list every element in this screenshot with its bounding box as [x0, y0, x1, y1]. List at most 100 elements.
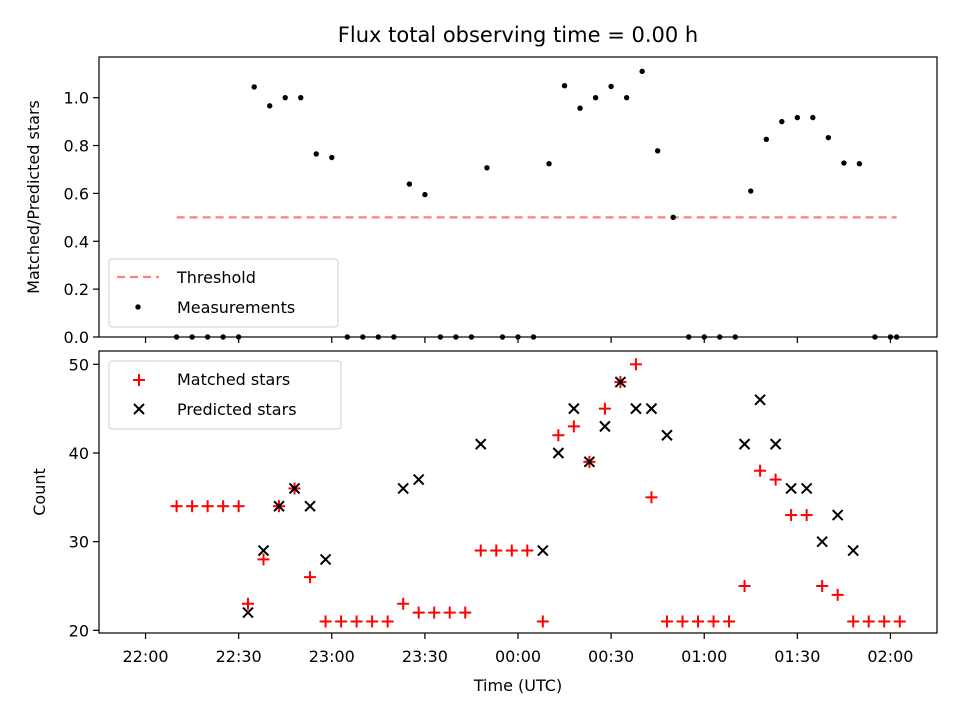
matched-star-point — [366, 615, 379, 628]
predicted-star-point — [257, 544, 270, 557]
measurement-point — [282, 94, 288, 101]
ratio-y-tick-label: 1.0 — [64, 89, 89, 108]
measurement-point — [763, 136, 769, 143]
ratio-legend: Threshold Measurements — [108, 258, 339, 328]
measurement-point — [639, 68, 645, 75]
matched-star-point — [412, 606, 425, 619]
predicted-star-point — [661, 429, 673, 441]
matched-star-point — [831, 588, 844, 601]
x-tick-label: 01:30 — [774, 647, 820, 666]
predicted-star-point — [552, 447, 565, 459]
matched-star-point — [201, 500, 214, 513]
measurement-point — [329, 154, 335, 161]
predicted-star-point — [614, 376, 627, 388]
count-legend-box — [108, 360, 342, 430]
x-axis-label: Time (UTC) — [473, 676, 562, 695]
measurement-point — [313, 151, 319, 157]
matched-star-point — [878, 615, 891, 628]
x-tick-label: 00:30 — [588, 647, 634, 666]
count-y-tick-label: 50 — [69, 355, 89, 374]
measurement-point — [267, 103, 273, 109]
predicted-star-point — [738, 438, 751, 450]
x-tick-label: 22:30 — [216, 647, 262, 666]
measurement-point — [592, 94, 599, 101]
matched-star-point — [738, 580, 751, 592]
measurement-point — [623, 94, 630, 101]
predicted-star-point — [816, 535, 828, 548]
matched-star-point — [816, 580, 829, 592]
predicted-star-point — [583, 456, 596, 468]
matched-star-point — [893, 615, 906, 628]
matched-star-point — [707, 615, 720, 628]
predicted-star-point — [319, 553, 332, 566]
legend-threshold-label: Threshold — [176, 268, 256, 287]
matched-star-point — [428, 606, 441, 619]
predicted-star-point — [397, 482, 409, 495]
matched-star-point — [304, 571, 317, 584]
count-legend: Matched stars Predicted stars — [108, 360, 342, 430]
predicted-star-point — [242, 606, 254, 619]
legend-measurements-label: Measurements — [177, 298, 295, 317]
ratio-legend-box — [108, 258, 339, 328]
count-plot-frame — [98, 350, 938, 634]
predicted-star-point — [412, 473, 425, 486]
measurement-point — [841, 160, 847, 166]
predicted-star-point — [568, 402, 580, 415]
matched-star-point — [785, 509, 798, 522]
matched-star-point — [552, 429, 565, 442]
measurement-point — [794, 114, 801, 121]
matched-star-point — [723, 615, 736, 628]
measurement-point — [608, 83, 614, 90]
predicted-star-point — [630, 402, 642, 415]
predicted-star-point — [537, 544, 549, 557]
predicted-star-point — [785, 482, 797, 495]
measurement-point — [422, 191, 428, 198]
count-y-tick-label: 20 — [69, 621, 89, 640]
measurement-point — [670, 214, 676, 221]
matched-star-point — [754, 464, 767, 477]
measurement-point — [810, 114, 816, 121]
matched-star-point — [536, 615, 549, 628]
measurement-point — [298, 94, 304, 101]
predicted-star-point — [273, 500, 285, 512]
measurement-point — [546, 161, 552, 167]
matched-star-point — [692, 615, 705, 628]
predicted-star-point — [754, 394, 766, 406]
predicted-star-point — [800, 482, 813, 495]
ratio-y-tick-label: 0.8 — [64, 137, 89, 156]
ratio-y-axis-label: Matched/Predicted stars — [24, 100, 43, 294]
predicted-star-point — [304, 500, 316, 512]
matched-star-point — [319, 615, 332, 628]
measurement-marks — [173, 68, 900, 340]
measurement-point — [577, 105, 583, 111]
ratio-y-ticks: 0.0 0.2 0.4 0.6 0.8 1.0 — [64, 89, 99, 347]
measurement-point — [654, 148, 661, 154]
matched-star-point — [645, 491, 658, 504]
matched-star-point — [217, 500, 230, 513]
matched-star-point — [397, 597, 410, 610]
measurement-point — [406, 181, 413, 187]
count-marks — [170, 358, 906, 628]
x-tick-label: 00:00 — [495, 647, 541, 666]
legend-predicted-marker — [133, 403, 145, 415]
measurement-point — [484, 165, 490, 171]
matched-star-point — [862, 615, 875, 628]
matched-star-point — [800, 509, 813, 522]
predicted-star-point — [475, 438, 487, 450]
measurement-point — [561, 83, 568, 89]
predicted-star-point — [288, 482, 301, 495]
matched-star-point — [676, 615, 689, 628]
x-tick-label: 22:00 — [123, 647, 169, 666]
count-y-tick-label: 40 — [69, 444, 89, 463]
ratio-plot-frame — [98, 56, 938, 338]
predicted-star-point — [599, 420, 611, 433]
predicted-star-point — [769, 438, 782, 450]
ratio-x-ticks — [144, 337, 892, 343]
measurement-point — [748, 188, 754, 194]
count-y-axis-label: Count — [30, 468, 49, 516]
matched-star-point — [598, 402, 611, 415]
matched-star-point — [335, 615, 348, 628]
ratio-y-tick-label: 0.6 — [64, 184, 89, 203]
ratio-y-tick-label: 0.2 — [64, 280, 89, 299]
